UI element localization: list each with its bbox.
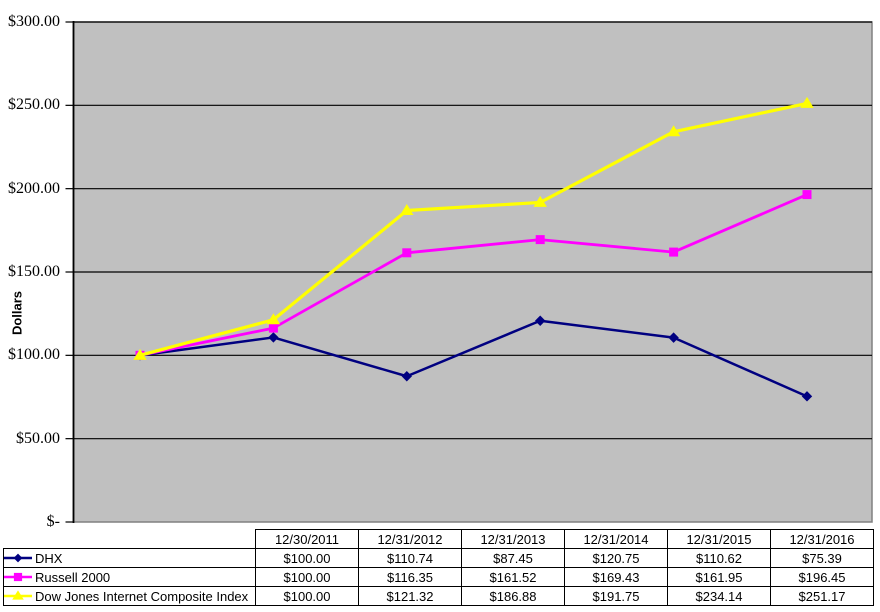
table-value-dow-jones-internet-composite-index-0: $100.00	[255, 586, 359, 606]
marker-russell-2000-2	[402, 248, 412, 258]
marker-dow-jones-internet-composite-index-1	[266, 313, 281, 325]
table-value-dhx-5: $75.39	[770, 548, 874, 568]
series-line-russell-2000	[139, 193, 808, 357]
y-axis-title: Dollars	[9, 290, 25, 336]
marker-russell-2000-1	[268, 323, 278, 333]
series-line-dhx	[139, 319, 808, 398]
table-row-dhx: DHX $100.00 $110.74 $87.45 $120.75 $110.62 $75…	[3, 548, 874, 568]
table-header-date-4: 12/31/2015	[667, 529, 771, 549]
table-blank-cell	[4, 530, 256, 549]
table-row-russell-2000: Russell 2000 $100.00 $116.35 $161.52 $169.43…	[3, 567, 874, 587]
marker-dow-jones-internet-composite-index-5	[800, 96, 814, 108]
marker-dhx-5	[801, 391, 813, 402]
table-value-dhx-3: $120.75	[564, 548, 668, 568]
series-label: Dow Jones Internet Composite Index	[35, 588, 249, 604]
dow-jones-internet-composite-index-marker-icon	[12, 589, 24, 600]
series-label: Russell 2000	[35, 569, 111, 585]
y-tick-label-150: $150.00	[8, 263, 60, 280]
y-tick-label-200: $200.00	[8, 179, 60, 197]
marker-dow-jones-internet-composite-index-4	[666, 125, 681, 137]
y-tick-label-0: $-	[46, 513, 60, 530]
marker-dow-jones-internet-composite-index-3	[533, 195, 547, 207]
dow-jones-internet-composite-index-legend-icon	[4, 589, 32, 600]
y-tick-label-100: $100.00	[8, 346, 60, 364]
marker-russell-2000-4	[669, 247, 679, 257]
table-value-russell-2000-0: $100.00	[255, 567, 359, 587]
table-value-russell-2000-2: $161.52	[461, 567, 565, 587]
marker-dhx-4	[668, 332, 679, 343]
marker-dhx-3	[535, 315, 546, 326]
table-value-dow-jones-internet-composite-index-1: $121.32	[358, 586, 462, 606]
table-value-dow-jones-internet-composite-index-4: $234.14	[667, 586, 771, 606]
marker-dhx-2	[401, 371, 412, 382]
table-header-date-2: 12/31/2013	[461, 529, 565, 549]
table-header-row: 12/30/2011 12/31/2012 12/31/2013 12/31/2014…	[4, 529, 874, 549]
russell-2000-legend-icon	[4, 572, 32, 581]
table-value-russell-2000-5: $196.45	[770, 567, 874, 587]
marker-dow-jones-internet-composite-index-0	[133, 348, 147, 360]
y-tick-label-300: $300.00	[8, 13, 60, 30]
marker-dow-jones-internet-composite-index-2	[400, 204, 414, 216]
dhx-legend-icon	[4, 553, 32, 562]
table-header-date-5: 12/31/2016	[770, 529, 874, 549]
table-row-dow-jones-internet-composite-index: Dow Jones Internet Composite Index $100.0…	[3, 586, 874, 606]
table-header-date-3: 12/31/2014	[564, 529, 668, 549]
table-value-russell-2000-1: $116.35	[358, 567, 462, 587]
table-value-dhx-0: $100.00	[255, 548, 359, 568]
data-table: 12/30/2011 12/31/2012 12/31/2013 12/31/2014…	[3, 529, 874, 606]
marker-dhx-1	[268, 332, 279, 343]
y-tick-label-50: $50.00	[16, 429, 60, 447]
table-header-date-1: 12/31/2012	[358, 529, 462, 549]
legend-cell-russell-2000: Russell 2000	[3, 567, 256, 587]
table-value-dhx-4: $110.62	[667, 548, 771, 568]
legend-cell-dhx: DHX	[3, 548, 256, 568]
legend-cell-dow-jones-internet-composite-index: Dow Jones Internet Composite Index	[3, 586, 256, 606]
table-value-dhx-1: $110.74	[358, 548, 462, 568]
table-value-russell-2000-4: $161.95	[667, 567, 771, 587]
russell-2000-marker-icon	[13, 572, 23, 581]
table-value-dow-jones-internet-composite-index-2: $186.88	[461, 586, 565, 606]
table-value-russell-2000-3: $169.43	[564, 567, 668, 587]
series-line-dow-jones-internet-composite-index	[139, 101, 808, 357]
table-value-dow-jones-internet-composite-index-3: $191.75	[564, 586, 668, 606]
y-tick-label-250: $250.00	[8, 96, 60, 114]
dhx-marker-icon	[13, 553, 23, 562]
marker-russell-2000-5	[802, 190, 812, 200]
marker-russell-2000-3	[535, 235, 545, 245]
table-value-dow-jones-internet-composite-index-5: $251.17	[770, 586, 874, 606]
series-label: DHX	[35, 550, 63, 566]
table-header-date-0: 12/30/2011	[255, 529, 359, 549]
table-value-dhx-2: $87.45	[461, 548, 565, 568]
